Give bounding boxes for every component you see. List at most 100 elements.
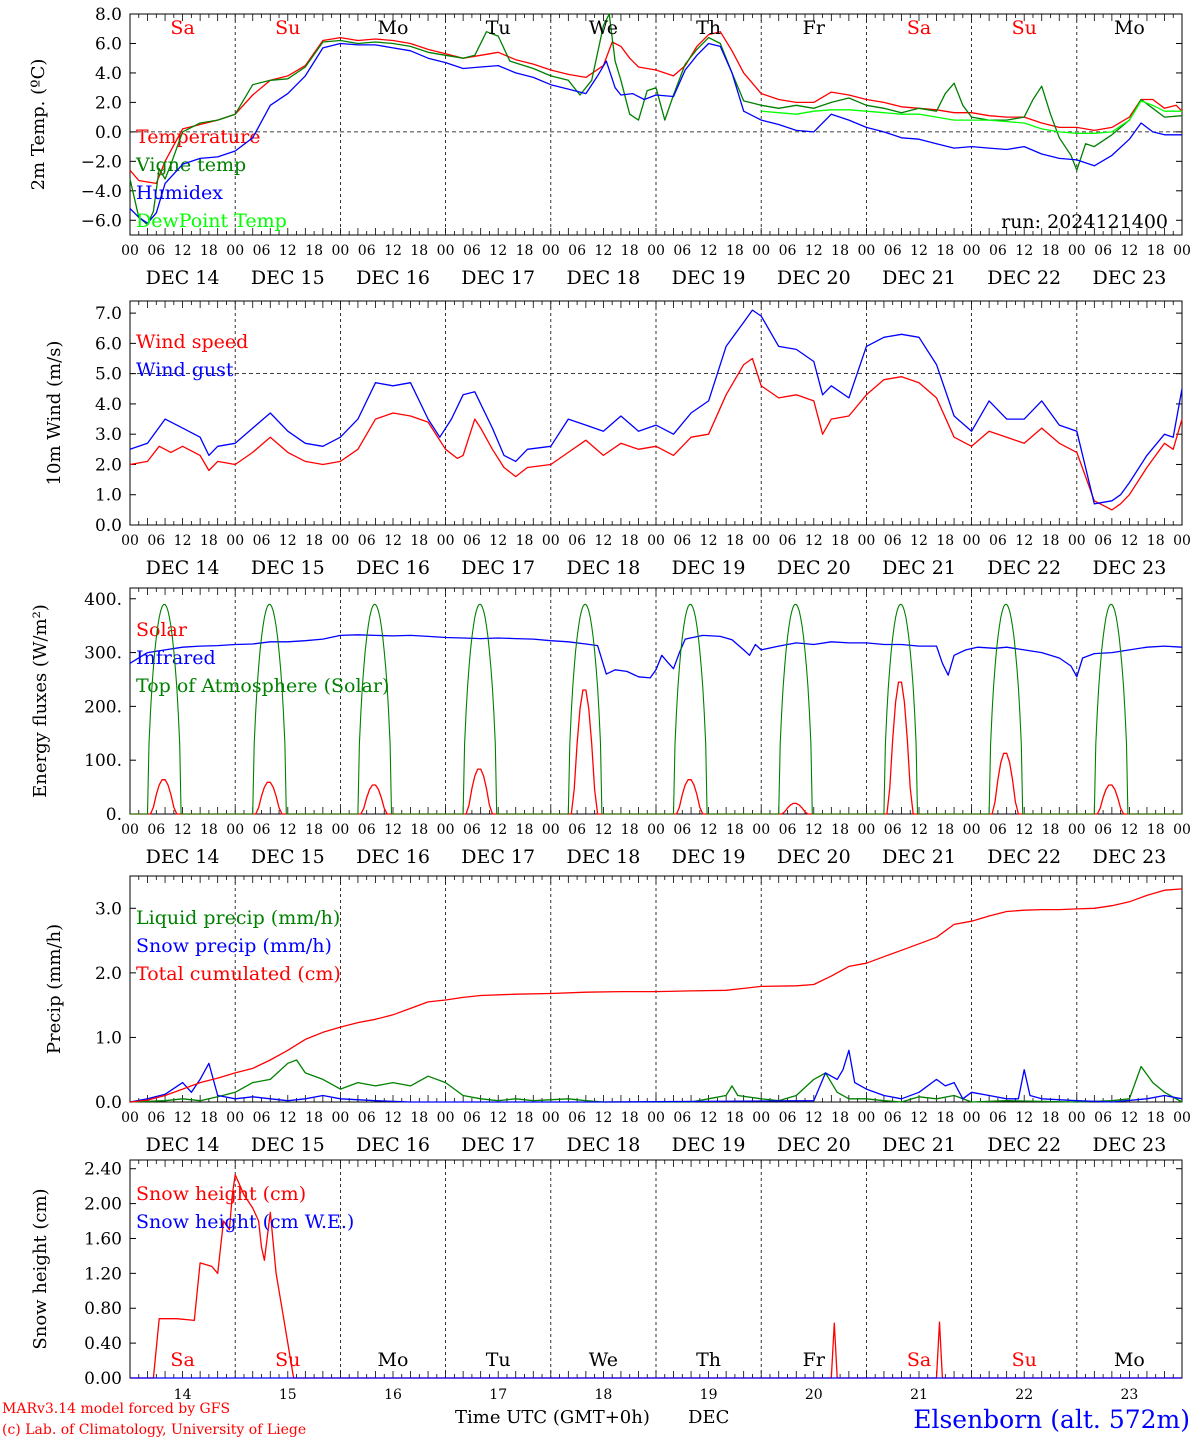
date-label: DEC 15 xyxy=(251,267,325,289)
series-dewpoint-temp xyxy=(761,100,1182,134)
day-name-label: We xyxy=(589,17,618,39)
hour-tick-label: 18 xyxy=(1042,533,1060,549)
hour-tick-label: 18 xyxy=(1042,1110,1060,1126)
date-label: DEC 16 xyxy=(356,557,430,579)
series-snow-height-cm xyxy=(130,1174,1182,1379)
date-label: DEC 16 xyxy=(356,1134,430,1156)
hour-tick-label: 12 xyxy=(700,243,718,259)
hour-tick-label: 12 xyxy=(594,533,612,549)
date-label: DEC 20 xyxy=(777,846,851,868)
hour-tick-label: 00 xyxy=(121,822,139,838)
hour-tick-label: 00 xyxy=(857,822,875,838)
hour-tick-label: 00 xyxy=(963,1110,981,1126)
hour-tick-label: 00 xyxy=(542,822,560,838)
date-label: DEC 21 xyxy=(882,267,956,289)
hour-tick-label: 00 xyxy=(647,1110,665,1126)
hour-tick-label: 00 xyxy=(647,243,665,259)
hour-tick-label: 18 xyxy=(410,243,428,259)
hour-tick-label: 00 xyxy=(1173,243,1191,259)
hour-tick-label: 06 xyxy=(463,533,481,549)
hour-tick-label: 00 xyxy=(1173,533,1191,549)
date-label: DEC 22 xyxy=(987,1134,1061,1156)
day-name-label: Sa xyxy=(170,17,194,39)
date-label: DEC 14 xyxy=(146,267,220,289)
hour-tick-label: 06 xyxy=(779,243,797,259)
y-tick-label: 1.0 xyxy=(95,486,122,506)
series-humidex xyxy=(129,42,1182,224)
day-name-label: Mo xyxy=(378,17,409,39)
date-label: DEC 17 xyxy=(461,1134,535,1156)
date-label: DEC 22 xyxy=(987,557,1061,579)
day-name-label: Sa xyxy=(907,1349,931,1371)
hour-tick-label: 12 xyxy=(174,533,192,549)
series-top-of-atmosphere-solar-day-2 xyxy=(235,603,341,815)
date-label: DEC 21 xyxy=(882,846,956,868)
day-number-label: 20 xyxy=(805,1387,823,1403)
hour-tick-label: 18 xyxy=(621,533,639,549)
hour-tick-label: 12 xyxy=(174,243,192,259)
date-label: DEC 17 xyxy=(461,557,535,579)
hour-tick-label: 00 xyxy=(963,822,981,838)
hour-tick-label: 12 xyxy=(279,1110,297,1126)
day-number-label: 19 xyxy=(700,1387,718,1403)
date-label: DEC 23 xyxy=(1092,557,1166,579)
hour-tick-label: 00 xyxy=(437,822,455,838)
hour-tick-label: 06 xyxy=(253,1110,271,1126)
series-top-of-atmosphere-solar-day-6 xyxy=(656,603,762,815)
date-label: DEC 15 xyxy=(251,846,325,868)
hour-tick-label: 12 xyxy=(384,822,402,838)
date-label: DEC 19 xyxy=(672,557,746,579)
series-top-of-atmosphere-solar-day-7 xyxy=(761,603,867,815)
hour-tick-label: 06 xyxy=(1094,243,1112,259)
series-top-of-atmosphere-solar-day-4 xyxy=(445,603,551,815)
hour-tick-label: 12 xyxy=(700,1110,718,1126)
y-tick-label: 300. xyxy=(84,644,122,664)
legend-series-total-cumulated-cm: Total cumulated (cm) xyxy=(136,963,341,985)
hour-tick-label: 12 xyxy=(1120,243,1138,259)
hour-tick-label: 12 xyxy=(279,243,297,259)
hour-tick-label: 18 xyxy=(305,1110,323,1126)
day-name-label: Mo xyxy=(378,1349,409,1371)
hour-tick-label: 12 xyxy=(174,822,192,838)
y-tick-label: 2.0 xyxy=(95,93,122,113)
hour-tick-label: 00 xyxy=(752,1110,770,1126)
hour-tick-label: 18 xyxy=(410,533,428,549)
hour-tick-label: 06 xyxy=(1094,533,1112,549)
hour-tick-label: 12 xyxy=(594,822,612,838)
day-number-label: 21 xyxy=(910,1387,928,1403)
series-top-of-atmosphere-solar-day-9 xyxy=(971,603,1077,815)
y-tick-label: 0.0 xyxy=(95,1093,122,1113)
hour-tick-label: 18 xyxy=(200,533,218,549)
day-name-label: Sa xyxy=(170,1349,194,1371)
legend-series-wind-gust: Wind gust xyxy=(136,359,234,381)
day-name-label: Tu xyxy=(486,17,511,39)
panel-3: 400. 300. 200. 100. 0. Energy fluxes (W/m²) So… xyxy=(30,587,1191,868)
hour-tick-label: 12 xyxy=(805,243,823,259)
hour-tick-label: 12 xyxy=(594,1110,612,1126)
date-label: DEC 18 xyxy=(566,1134,640,1156)
y-tick-label: 4.0 xyxy=(95,395,122,415)
date-label: DEC 23 xyxy=(1092,846,1166,868)
hour-tick-label: 06 xyxy=(568,822,586,838)
credit-line-1: MARv3.14 model forced by GFS xyxy=(2,1401,230,1417)
plot-frame xyxy=(129,300,1183,526)
date-label: DEC 15 xyxy=(251,557,325,579)
hour-tick-label: 12 xyxy=(1015,243,1033,259)
hour-tick-label: 18 xyxy=(726,822,744,838)
legend-series-humidex: Humidex xyxy=(136,182,223,204)
hour-tick-label: 18 xyxy=(936,533,954,549)
series-wind-gust xyxy=(129,309,1183,505)
hour-tick-label: 06 xyxy=(989,1110,1007,1126)
hour-tick-label: 00 xyxy=(647,822,665,838)
hour-tick-label: 12 xyxy=(910,243,928,259)
y-axis-label: 10m Wind (m/s) xyxy=(44,341,65,486)
hour-tick-label: 00 xyxy=(226,243,244,259)
y-tick-label: 0.40 xyxy=(84,1334,122,1354)
y-axis-label: Snow height (cm) xyxy=(30,1188,51,1349)
hour-tick-label: 06 xyxy=(673,822,691,838)
panel-2: 7.0 6.0 5.0 4.0 3.0 2.0 1.0 0.0 10m Wind (m/s) Wi… xyxy=(44,300,1191,579)
y-tick-label: 1.60 xyxy=(84,1229,122,1249)
hour-tick-label: 18 xyxy=(200,243,218,259)
series-top-of-atmosphere-solar-day-8 xyxy=(866,603,972,815)
date-label: DEC 21 xyxy=(882,1134,956,1156)
